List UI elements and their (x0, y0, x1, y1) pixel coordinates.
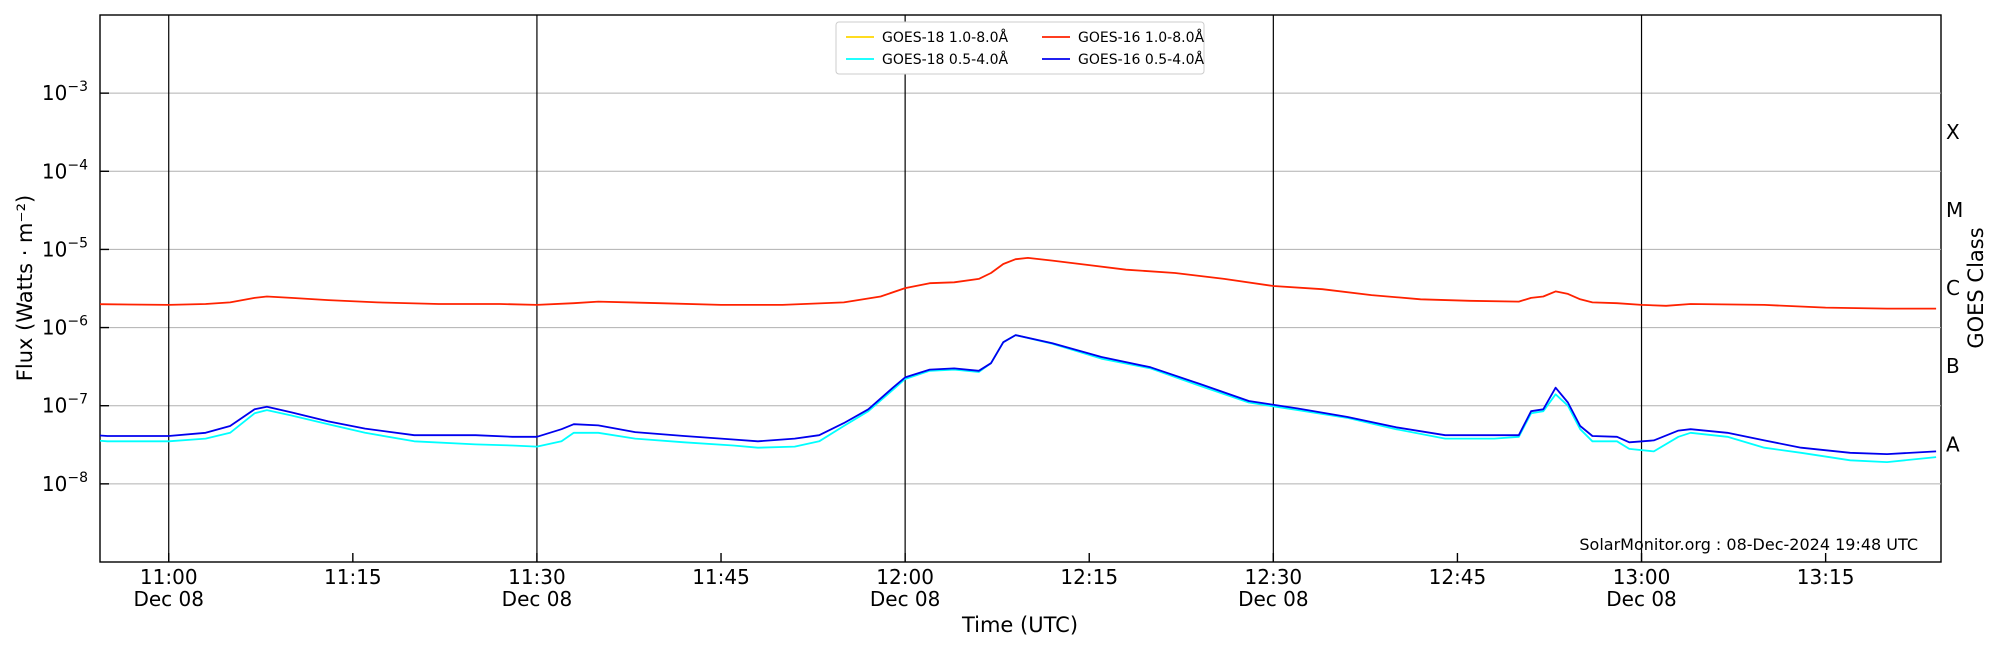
x-tick-label: 12:30 (1245, 565, 1303, 589)
x-tick-date-label: Dec 08 (870, 587, 941, 611)
x-tick-label: 12:15 (1060, 565, 1118, 589)
y-axis-ticks: 10−8 10−7 10−6 10−5 10−4 10−3 (42, 79, 109, 496)
series-line (100, 257, 1937, 310)
x-tick-label: 13:15 (1797, 565, 1855, 589)
legend-box (835, 21, 1205, 75)
right-axis-title: GOES Class (1964, 227, 1988, 348)
legend-label: GOES-18 1.0-8.0Å (882, 29, 1008, 46)
x-tick-label: 11:30 (508, 565, 566, 589)
goes-class-label: X (1946, 120, 1960, 144)
legend: GOES-18 1.0-8.0Å GOES-18 0.5-4.0Å GOES-16 … (835, 21, 1205, 75)
x-tick-label: 12:00 (876, 565, 934, 589)
y-tick-label: 10−4 (42, 157, 88, 183)
y-tick-label: 10−7 (42, 392, 88, 418)
x-tick-label: 12:45 (1429, 565, 1487, 589)
legend-label: GOES-16 1.0-8.0Å (1078, 29, 1204, 46)
x-tick-date-label: Dec 08 (1606, 587, 1677, 611)
x-tick-date-label: Dec 08 (502, 587, 573, 611)
x-tick-label: 11:00 (140, 565, 198, 589)
y-tick-label: 10−5 (42, 235, 88, 261)
goes-class-label: B (1946, 354, 1960, 378)
horizontal-gridlines (100, 92, 1941, 485)
series-lines (100, 257, 1937, 463)
x-tick-label: 13:00 (1613, 565, 1671, 589)
goes-class-label: M (1946, 198, 1963, 222)
goes-class-label: C (1946, 276, 1960, 300)
series-line (100, 334, 1937, 455)
y-axis-title: Flux (Watts · m⁻²) (13, 195, 37, 381)
x-tick-label: 11:45 (692, 565, 750, 589)
x-tick-label: 11:15 (324, 565, 382, 589)
goes-class-labels: A B C M X (1946, 120, 1963, 457)
goes-class-label: A (1946, 432, 1960, 456)
y-tick-label: 10−8 (42, 470, 88, 496)
plot-area (99, 14, 1942, 563)
y-tick-label: 10−3 (42, 79, 88, 105)
legend-label: GOES-18 0.5-4.0Å (882, 51, 1008, 68)
x-tick-date-label: Dec 08 (1238, 587, 1309, 611)
x-tick-date-label: Dec 08 (133, 587, 204, 611)
x-axis-title: Time (UTC) (961, 613, 1078, 637)
y-tick-label: 10−6 (42, 314, 88, 340)
credit-text: SolarMonitor.org : 08-Dec-2024 19:48 UTC (1579, 535, 1918, 554)
legend-label: GOES-16 0.5-4.0Å (1078, 51, 1204, 68)
